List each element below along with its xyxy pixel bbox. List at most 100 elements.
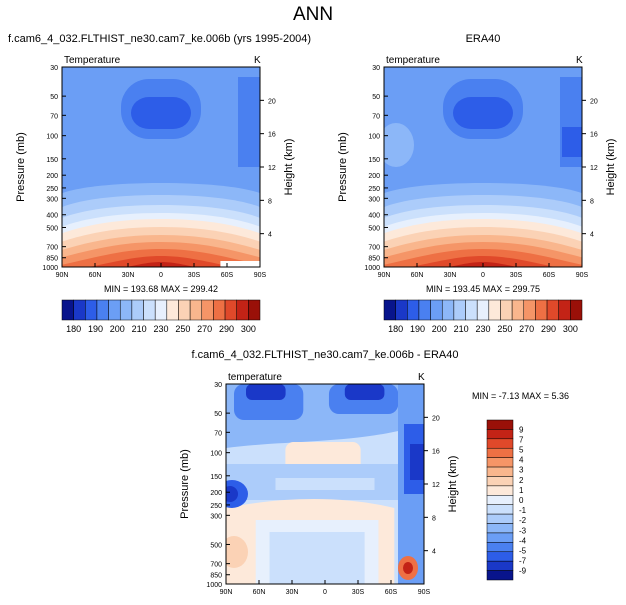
contour-fill bbox=[226, 486, 238, 502]
colorbar-segment bbox=[476, 299, 490, 321]
colorbar-label: 290 bbox=[219, 324, 234, 334]
y-tick-label: 250 bbox=[368, 186, 380, 193]
colorbar-label: 9 bbox=[519, 425, 524, 434]
contour-fill bbox=[453, 97, 513, 129]
y-tick-label: 400 bbox=[46, 213, 58, 220]
colorbar-label: 180 bbox=[66, 324, 81, 334]
colorbar-label: 210 bbox=[132, 324, 147, 334]
units-label: K bbox=[254, 55, 261, 66]
colorbar-segment bbox=[486, 504, 514, 515]
contour-fill bbox=[384, 123, 414, 167]
colorbar-segment bbox=[486, 476, 514, 487]
x-tick-label: 90N bbox=[220, 589, 233, 596]
contour-fill bbox=[275, 478, 375, 490]
y-tick-label: 850 bbox=[368, 256, 380, 263]
y2-tick-label: 16 bbox=[590, 132, 598, 139]
plot-area bbox=[226, 384, 424, 584]
y-tick-label: 850 bbox=[46, 256, 58, 263]
y2-tick-label: 4 bbox=[268, 232, 272, 239]
y2-axis-label: Height (km) bbox=[605, 139, 617, 196]
stats-label: MIN = -7.13 MAX = 5.36 bbox=[472, 391, 569, 401]
colorbar-label: -9 bbox=[519, 567, 527, 576]
missing-data bbox=[220, 261, 260, 267]
colorbar-segment bbox=[453, 299, 466, 321]
colorbar-segment bbox=[486, 523, 514, 534]
stats-label: MIN = 193.68 MAX = 299.42 bbox=[104, 284, 218, 294]
units-label: K bbox=[576, 55, 583, 66]
x-tick-label: 60S bbox=[221, 272, 234, 279]
colorbar-label: 230 bbox=[153, 324, 168, 334]
x-tick-label: 90S bbox=[254, 272, 267, 279]
colorbar-label: -7 bbox=[519, 557, 527, 566]
contour-fill bbox=[562, 127, 582, 157]
panel-title: ERA40 bbox=[466, 33, 501, 45]
colorbar-segment bbox=[430, 299, 443, 321]
colorbar-label: 2 bbox=[519, 476, 524, 485]
colorbar-segment bbox=[486, 419, 514, 430]
page-title: ANN bbox=[292, 4, 334, 25]
contour-fill bbox=[131, 97, 191, 129]
y-tick-label: 200 bbox=[210, 490, 222, 497]
contour-fill bbox=[403, 562, 413, 574]
colorbar-label: 0 bbox=[519, 496, 524, 505]
y-tick-label: 700 bbox=[210, 562, 222, 569]
colorbar-segment bbox=[558, 299, 571, 321]
x-tick-label: 90N bbox=[378, 272, 391, 279]
y2-tick-label: 12 bbox=[432, 482, 440, 489]
x-tick-label: 90S bbox=[418, 589, 431, 596]
y-tick-label: 30 bbox=[50, 65, 58, 72]
y-tick-label: 300 bbox=[368, 196, 380, 203]
colorbar-segment bbox=[486, 495, 514, 505]
panel-title: f.cam6_4_032.FLTHIST_ne30.cam7_ke.006b -… bbox=[191, 349, 458, 361]
colorbar-segment bbox=[166, 299, 179, 321]
colorbar-label: -1 bbox=[519, 506, 527, 515]
plot-area bbox=[62, 67, 260, 267]
colorbar-segment bbox=[465, 299, 478, 321]
colorbar-label: 300 bbox=[241, 324, 256, 334]
colorbar-label: 1 bbox=[519, 486, 524, 495]
colorbar-segment bbox=[486, 532, 514, 543]
x-tick-label: 0 bbox=[159, 272, 163, 279]
colorbar-label: 200 bbox=[432, 324, 447, 334]
x-tick-label: 30S bbox=[510, 272, 523, 279]
y-tick-label: 30 bbox=[372, 65, 380, 72]
colorbar-label: 270 bbox=[197, 324, 212, 334]
contour-fill bbox=[344, 384, 385, 400]
colorbar-segment bbox=[178, 299, 191, 321]
colorbar-segment bbox=[511, 299, 525, 321]
variable-label: Temperature bbox=[64, 55, 121, 66]
colorbar-segment bbox=[143, 299, 156, 321]
colorbar-label: -5 bbox=[519, 546, 527, 555]
y-tick-label: 150 bbox=[210, 474, 222, 481]
contour-fill bbox=[88, 256, 234, 267]
colorbar-segment bbox=[131, 299, 144, 321]
y-tick-label: 100 bbox=[210, 451, 222, 458]
colorbar-segment bbox=[395, 299, 408, 321]
y-tick-label: 700 bbox=[46, 245, 58, 252]
colorbar-segment bbox=[119, 299, 133, 321]
colorbar-segment bbox=[248, 299, 261, 321]
difference-panel: f.cam6_4_032.FLTHIST_ne30.cam7_ke.006b -… bbox=[179, 349, 569, 596]
colorbar-label: 300 bbox=[563, 324, 578, 334]
y2-tick-label: 20 bbox=[432, 415, 440, 422]
colorbar-segment bbox=[96, 299, 109, 321]
colorbar-segment bbox=[546, 299, 559, 321]
y2-tick-label: 4 bbox=[590, 232, 594, 239]
colorbar-segment bbox=[108, 299, 121, 321]
colorbar-label: -3 bbox=[519, 526, 527, 535]
y-tick-label: 150 bbox=[368, 157, 380, 164]
colorbar-label: 230 bbox=[475, 324, 490, 334]
colorbar-segment bbox=[486, 485, 514, 496]
colorbar-segment bbox=[201, 299, 214, 321]
x-tick-label: 60S bbox=[385, 589, 398, 596]
colorbar-segment bbox=[486, 513, 514, 524]
colorbar-label: 4 bbox=[519, 456, 524, 465]
x-tick-label: 30N bbox=[286, 589, 299, 596]
y-tick-label: 250 bbox=[210, 503, 222, 510]
colorbar-label: 5 bbox=[519, 446, 524, 455]
colorbar-segment bbox=[570, 299, 583, 321]
colorbar-segment bbox=[500, 299, 513, 321]
x-tick-label: 60N bbox=[89, 272, 102, 279]
y2-tick-label: 8 bbox=[590, 198, 594, 205]
x-tick-label: 60N bbox=[411, 272, 424, 279]
